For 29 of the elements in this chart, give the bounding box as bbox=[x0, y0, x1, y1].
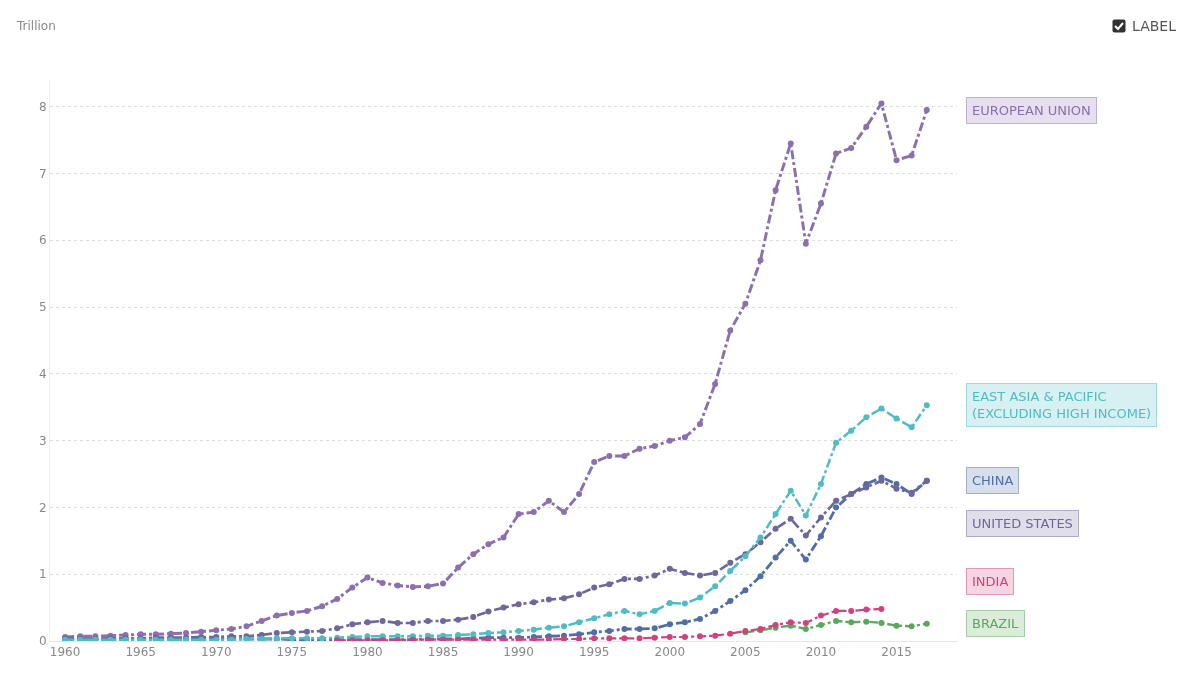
text: LABEL bbox=[1132, 18, 1176, 34]
x-tick-label: 1970 bbox=[201, 645, 232, 660]
text: INDIA bbox=[972, 574, 1009, 589]
text: BRAZIL bbox=[972, 616, 1020, 631]
y-tick-label: 3 bbox=[38, 433, 47, 448]
x-tick-label: 2010 bbox=[805, 645, 837, 660]
y-axis-title: Trillion bbox=[16, 19, 56, 33]
y-tick-label: 8 bbox=[38, 99, 47, 114]
x-tick-label: 1985 bbox=[427, 645, 459, 660]
y-tick-label: 5 bbox=[38, 300, 47, 315]
y-tick-label: 4 bbox=[38, 367, 47, 382]
y-tick-label: 1 bbox=[38, 567, 47, 582]
text: EUROPEAN UNION bbox=[972, 103, 1091, 118]
x-tick-label: 1960 bbox=[49, 645, 81, 660]
x-tick-label: 1995 bbox=[578, 645, 610, 660]
x-tick-label: 2015 bbox=[881, 645, 912, 660]
x-tick-label: 1990 bbox=[503, 645, 534, 660]
text: EAST ASIA & PACIFIC (EXCLUDING HIGH INCOME) bbox=[972, 389, 1152, 421]
x-tick-label: 1965 bbox=[125, 645, 156, 660]
x-tick-label: 2000 bbox=[654, 645, 686, 660]
y-tick-label: 7 bbox=[38, 166, 47, 181]
text: UNITED STATES bbox=[972, 516, 1073, 531]
y-tick-label: 2 bbox=[38, 500, 47, 515]
y-tick-label: 6 bbox=[38, 233, 47, 248]
x-tick-label: 2005 bbox=[730, 645, 761, 660]
text: CHINA bbox=[972, 473, 1014, 488]
x-tick-label: 1980 bbox=[352, 645, 383, 660]
x-tick-label: 1975 bbox=[276, 645, 308, 660]
y-tick-label: 0 bbox=[38, 634, 47, 649]
